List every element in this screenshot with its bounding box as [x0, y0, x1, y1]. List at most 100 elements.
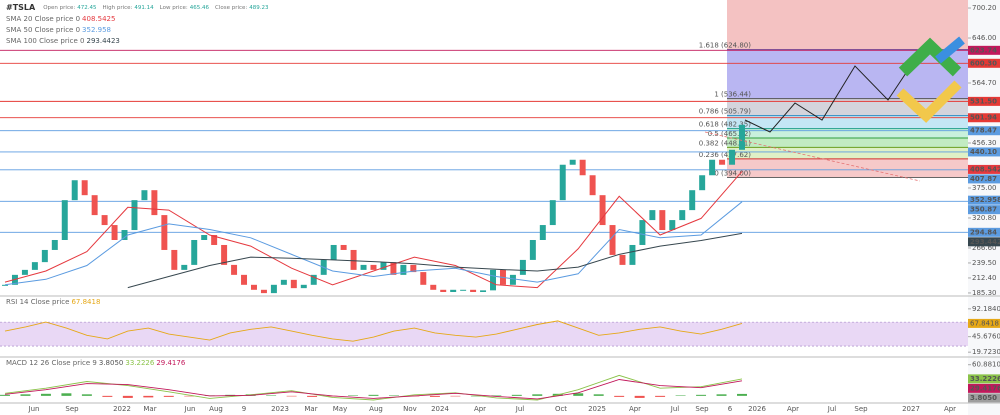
candle: [420, 272, 427, 285]
macd-histogram-bar: [737, 393, 747, 396]
macd-value: 3.8050: [99, 359, 124, 367]
rsi-tag-label: 67.8418: [970, 319, 999, 327]
price-tag-label: 623.74: [970, 46, 997, 54]
candle: [649, 210, 656, 221]
macd-histogram-bar: [20, 394, 31, 396]
candle: [360, 264, 367, 270]
x-tick-label: Jul: [670, 405, 680, 413]
candle: [579, 159, 586, 176]
x-tick-label: Sep: [695, 405, 709, 413]
macd-histogram-bar: [0, 394, 10, 396]
price-tag-label: 352.958: [970, 196, 1000, 204]
macd-histogram-bar: [614, 395, 625, 397]
x-tick-label: Jul: [515, 405, 525, 413]
y-tick-label: 375.00: [972, 184, 997, 192]
candle: [241, 274, 248, 285]
macd-histogram-bar: [532, 394, 543, 396]
candle: [639, 220, 646, 245]
macd-tag: [968, 374, 1000, 384]
y-tick-label: 19.7230: [972, 348, 1000, 356]
quote-label: Open price:: [43, 5, 75, 11]
sma-name: SMA 100 Close price 0: [6, 37, 84, 45]
candle: [729, 149, 736, 165]
candle: [440, 289, 447, 293]
candle: [380, 262, 387, 270]
macd-histogram-bar: [163, 395, 174, 397]
candle: [161, 215, 168, 250]
price-tag-label: 531.50: [970, 97, 997, 105]
macd-histogram-bar: [511, 394, 522, 396]
macd-value: 33.2226: [125, 359, 154, 367]
candle: [709, 159, 716, 176]
candle: [480, 290, 487, 293]
candle: [539, 225, 546, 240]
logo-blue: [935, 36, 965, 64]
price-tag-label: 440.10: [970, 148, 997, 156]
x-tick-label: Mar: [304, 405, 317, 413]
x-tick-label: 2026: [748, 405, 766, 413]
candle: [609, 225, 616, 255]
macd-histogram-bar: [102, 395, 113, 397]
sma-legend: SMA 50 Close price 0 352.958: [6, 26, 111, 34]
candle: [171, 249, 178, 270]
sma-value: 408.5425: [82, 15, 115, 23]
x-tick-label: Jun: [184, 405, 196, 413]
rsi-name: RSI 14 Close price: [6, 298, 69, 306]
sma-name: SMA 20 Close price 0: [6, 15, 80, 23]
fib-zone: [727, 147, 968, 159]
signal-line: [4, 379, 743, 400]
candle: [111, 225, 118, 240]
price-tag-label: 501.94: [970, 114, 997, 122]
rsi-line: [4, 320, 743, 342]
candle: [81, 180, 88, 196]
quote-value: 472.45: [77, 5, 97, 11]
price-tag: [968, 227, 1000, 237]
y-tick-label: 212.40: [972, 274, 997, 282]
x-tick-label: 9: [242, 405, 246, 413]
fib-zone: [727, 158, 968, 178]
macd-name: MACD 12 26 Close price 9: [6, 359, 97, 367]
y-tick-label: 45.6760: [972, 333, 1000, 341]
y-tick-label: 185.30: [972, 289, 997, 297]
candle: [2, 284, 8, 286]
candle: [430, 284, 437, 290]
sma-line: [4, 201, 743, 286]
candle: [201, 235, 208, 240]
price-tag: [968, 205, 1000, 215]
legend: #TSLA Open price: 472.45 High price: 491.14 L…: [6, 3, 269, 368]
fib-zone: [727, 49, 968, 99]
logo: [896, 36, 965, 123]
sma-value: 352.958: [82, 26, 111, 34]
candle: [490, 269, 497, 291]
candle: [310, 274, 317, 285]
fib-label: 0.786 (505.79): [699, 108, 751, 116]
candle: [699, 175, 706, 191]
macd-histogram-bar: [388, 395, 399, 396]
macd-histogram-bar: [40, 393, 51, 396]
sma-name: SMA 50 Close price 0: [6, 26, 80, 34]
x-tick-label: Jun: [28, 405, 40, 413]
candle: [141, 190, 148, 201]
quote-label: Low price:: [160, 5, 188, 11]
fibonacci-zones: 1.618 (624.80) 1 (536.44) 0.786 (505.79) 0.…: [699, 0, 968, 178]
macd-tag-label: 29.4176: [970, 384, 1000, 392]
price-pane: 700.20 646.00 564.70 456.30 375.00 320.80 266.…: [2, 4, 997, 297]
candle: [589, 175, 596, 196]
candle: [41, 249, 48, 263]
macd-histogram-bar: [307, 395, 318, 397]
x-tick-label: Nov: [403, 405, 417, 413]
candle: [559, 164, 566, 201]
sma-value: 293.4423: [86, 37, 119, 45]
trend-line: [704, 131, 921, 182]
x-tick-label: Apr: [787, 405, 799, 413]
logo-green: [898, 37, 962, 77]
candle: [51, 239, 58, 250]
candle: [509, 274, 516, 285]
x-tick-label: Aug: [209, 405, 223, 413]
fib-label: 0.236 (427.62): [699, 151, 751, 159]
candle: [91, 195, 98, 216]
candle: [121, 230, 128, 240]
candle: [191, 239, 198, 265]
macd-histogram-bar: [143, 395, 154, 398]
